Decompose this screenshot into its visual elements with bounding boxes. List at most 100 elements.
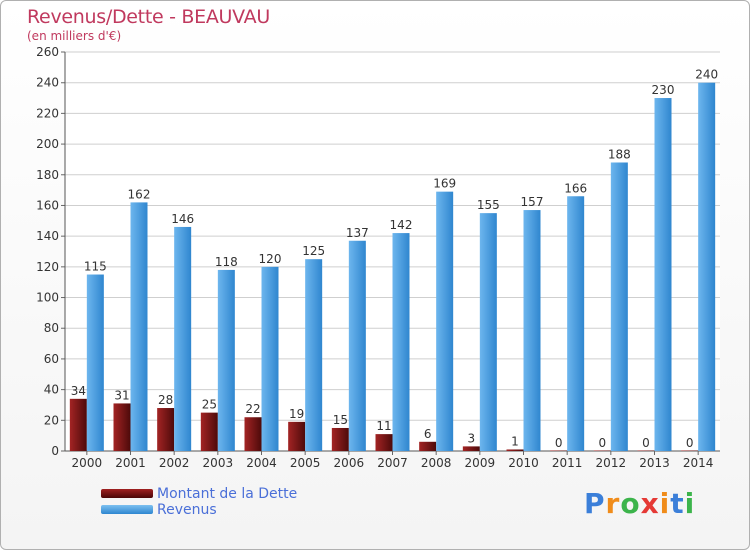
x-tick-label: 2012 [596, 456, 627, 470]
x-tick-label: 2009 [465, 456, 496, 470]
bar-dette [157, 408, 175, 451]
logo-letter: o [620, 487, 641, 520]
data-label-dette: 6 [424, 427, 432, 441]
data-label-dette: 15 [333, 413, 348, 427]
bar-revenus [523, 210, 541, 451]
logo-letter: i [659, 487, 671, 520]
x-tick-label: 2000 [72, 456, 103, 470]
y-tick-label: 0 [51, 444, 59, 458]
chart-title: Revenus/Dette - BEAUVAU [27, 6, 270, 28]
bar-dette [288, 421, 306, 451]
legend-label-revenus: Revenus [157, 502, 217, 518]
bar-revenus [348, 240, 366, 451]
x-tick-label: 2007 [377, 456, 408, 470]
x-tick-label: 2004 [246, 456, 277, 470]
bar-revenus [610, 162, 628, 451]
x-tick-label: 2001 [115, 456, 146, 470]
y-tick-label: 120 [36, 260, 59, 274]
legend-label-dette: Montant de la Dette [157, 486, 298, 502]
bar-dette [506, 449, 524, 451]
data-label-dette: 28 [158, 393, 173, 407]
logo-letter: t [670, 487, 685, 520]
data-label-dette: 25 [202, 398, 217, 412]
data-label-dette: 0 [686, 436, 694, 450]
bar-dette [331, 427, 349, 451]
bar-dette [637, 450, 655, 451]
data-label-revenus: 240 [695, 68, 718, 82]
bar-revenus [567, 196, 585, 451]
data-label-dette: 31 [114, 388, 129, 402]
bar-dette [375, 434, 393, 451]
data-label-dette: 1 [511, 434, 519, 448]
bar-revenus [86, 274, 104, 451]
y-tick-label: 100 [36, 291, 59, 305]
bar-dette [593, 450, 611, 451]
bar-dette [244, 417, 262, 451]
bar-dette [462, 446, 480, 451]
data-label-revenus: 169 [433, 177, 456, 191]
logo-letter: i [684, 487, 696, 520]
data-label-dette: 11 [376, 419, 391, 433]
y-tick-label: 140 [36, 229, 59, 243]
proxiti-logo: Proxiti [584, 487, 695, 520]
bar-revenus [392, 233, 410, 451]
x-tick-label: 2003 [203, 456, 234, 470]
y-tick-label: 180 [36, 168, 59, 182]
logo-letter: x [640, 487, 660, 520]
bar-revenus [217, 269, 235, 451]
x-tick-label: 2008 [421, 456, 452, 470]
data-label-dette: 0 [599, 436, 607, 450]
legend-swatch-dette [101, 489, 153, 498]
bar-revenus [436, 191, 454, 451]
y-tick-label: 40 [44, 383, 59, 397]
bar-dette [69, 398, 87, 451]
bar-dette [681, 450, 699, 451]
y-tick-label: 200 [36, 137, 59, 151]
data-label-dette: 3 [468, 431, 476, 445]
x-tick-label: 2013 [639, 456, 670, 470]
data-label-revenus: 230 [652, 83, 675, 97]
x-tick-label: 2002 [159, 456, 190, 470]
data-label-revenus: 166 [564, 181, 587, 195]
x-tick-label: 2011 [552, 456, 583, 470]
data-label-dette: 0 [642, 436, 650, 450]
y-tick-label: 240 [36, 76, 59, 90]
bar-dette [200, 412, 218, 451]
bar-revenus [305, 259, 323, 451]
x-tick-label: 2014 [683, 456, 714, 470]
data-label-revenus: 157 [521, 195, 544, 209]
bar-revenus [130, 202, 148, 451]
bar-revenus [174, 226, 192, 451]
y-tick-label: 20 [44, 413, 59, 427]
data-label-revenus: 120 [259, 252, 282, 266]
data-label-dette: 34 [71, 384, 86, 398]
y-tick-label: 160 [36, 198, 59, 212]
data-label-revenus: 188 [608, 147, 631, 161]
y-tick-label: 80 [44, 321, 59, 335]
y-tick-label: 220 [36, 106, 59, 120]
data-label-revenus: 142 [390, 218, 413, 232]
x-tick-label: 2006 [334, 456, 365, 470]
x-tick-label: 2010 [508, 456, 539, 470]
bar-dette [419, 441, 437, 451]
data-label-dette: 0 [555, 436, 563, 450]
data-label-revenus: 125 [302, 244, 325, 258]
data-label-revenus: 146 [171, 212, 194, 226]
data-label-dette: 22 [245, 402, 260, 416]
y-tick-label: 60 [44, 352, 59, 366]
bar-revenus [698, 82, 716, 451]
data-label-revenus: 115 [84, 260, 107, 274]
chart-subtitle: (en milliers d'€) [27, 29, 122, 43]
data-label-dette: 19 [289, 407, 304, 421]
bar-revenus [654, 98, 672, 452]
legend-swatch-revenus [101, 505, 153, 514]
x-tick-label: 2005 [290, 456, 321, 470]
logo-letter: r [605, 487, 621, 520]
logo-letter: P [584, 487, 606, 520]
data-label-revenus: 137 [346, 226, 369, 240]
data-label-revenus: 118 [215, 255, 238, 269]
bar-revenus [479, 213, 497, 451]
y-tick-label: 260 [36, 45, 59, 59]
